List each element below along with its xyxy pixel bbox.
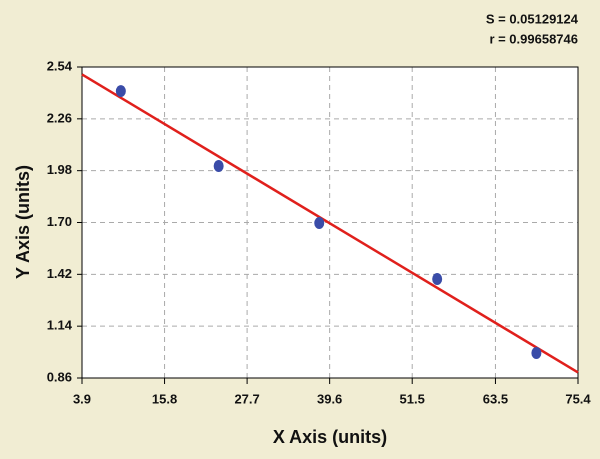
x-tick-label: 75.4 [565, 391, 591, 406]
plot-border [81, 66, 579, 379]
annotation: r = 0.99658746 [489, 31, 578, 46]
fit-line [81, 73, 579, 374]
data-point [432, 272, 443, 285]
data-point [213, 160, 224, 173]
y-tick-label: 1.70 [47, 214, 72, 229]
x-tick-label: 39.6 [317, 391, 342, 406]
y-tick-label: 2.26 [47, 110, 72, 125]
x-tick-label: 63.5 [483, 391, 508, 406]
x-tick-label: 3.9 [73, 391, 91, 406]
y-tick-label: 1.42 [47, 266, 72, 281]
data-point [314, 217, 325, 230]
x-tick-label: 15.8 [152, 391, 177, 406]
y-tick-label: 0.86 [47, 369, 72, 384]
x-axis-label: X Axis (units) [273, 427, 387, 447]
data-point [115, 85, 126, 98]
y-axis-label: Y Axis (units) [13, 165, 33, 279]
x-tick-label: 51.5 [400, 391, 425, 406]
data-point [531, 347, 542, 360]
x-tick-label: 27.7 [234, 391, 259, 406]
y-tick-label: 1.14 [47, 318, 73, 333]
annotation: S = 0.05129124 [486, 11, 579, 26]
y-tick-label: 2.54 [47, 58, 73, 73]
y-tick-label: 1.98 [47, 162, 72, 177]
